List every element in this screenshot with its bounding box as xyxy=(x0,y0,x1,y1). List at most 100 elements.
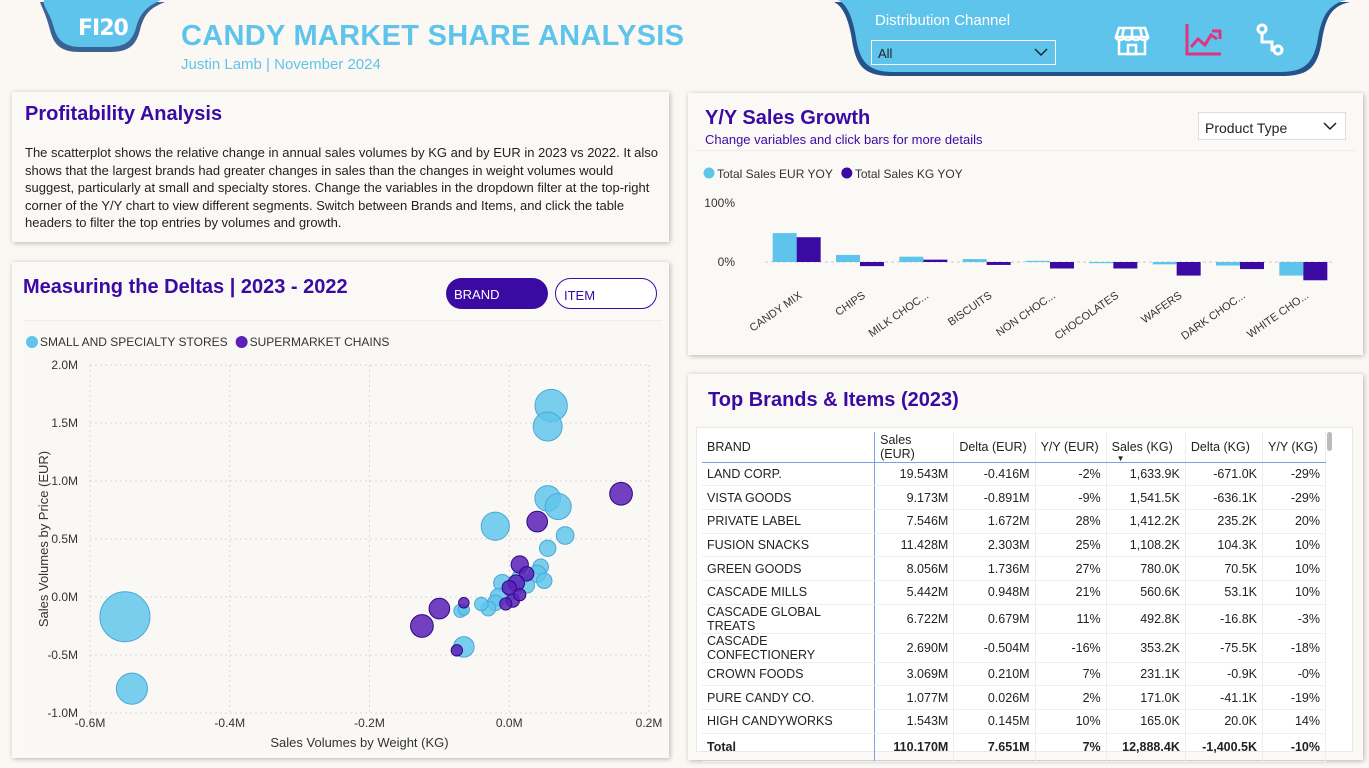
bar[interactable] xyxy=(772,233,797,262)
profitability-description: The scatterplot shows the relative chang… xyxy=(25,145,659,230)
bar-chart[interactable]: Total Sales EUR YOY Total Sales KG YOY 100… xyxy=(695,151,1355,351)
yoy-card: Y/Y Sales Growth Change variables and cl… xyxy=(688,93,1363,355)
bar[interactable] xyxy=(1303,262,1328,281)
table-cell: HIGH CANDYWORKS xyxy=(702,709,876,734)
column-header[interactable]: Y/Y (KG) xyxy=(1262,432,1326,463)
table-cell: 10% xyxy=(1262,533,1326,558)
scatter-point[interactable] xyxy=(499,597,513,611)
bar[interactable] xyxy=(923,259,948,262)
column-header[interactable]: Delta (EUR) xyxy=(953,432,1036,463)
yoy-subtitle: Change variables and click bars for more… xyxy=(705,132,983,147)
bar[interactable] xyxy=(1113,262,1138,269)
table-row[interactable]: GREEN GOODS 8.056M 1.736M 27% 780.0K 70.5K 10% xyxy=(702,556,1326,581)
bar-chart-area[interactable]: Total Sales EUR YOY Total Sales KG YOY 100… xyxy=(695,150,1355,350)
scatter-point[interactable] xyxy=(535,572,553,590)
store-icon[interactable] xyxy=(1112,20,1152,60)
table-scrollbar[interactable] xyxy=(1327,432,1332,451)
table-cell: 12,888.4K xyxy=(1106,732,1186,762)
bar[interactable] xyxy=(1240,262,1264,270)
scatter-point[interactable] xyxy=(555,526,575,545)
bar[interactable] xyxy=(899,256,924,262)
table-row[interactable]: LAND CORP. 19.543M -0.416M -2% 1,633.9K -671.… xyxy=(702,462,1326,487)
scatter-point[interactable] xyxy=(544,492,572,521)
scatter-point[interactable] xyxy=(450,644,464,657)
scatter-point[interactable] xyxy=(538,539,557,557)
scatter-point[interactable] xyxy=(532,411,563,442)
bar[interactable] xyxy=(1152,262,1177,265)
table-row[interactable]: VISTA GOODS 9.173M -0.891M -9% 1,541.5K -636.… xyxy=(702,485,1326,510)
table-cell: -18% xyxy=(1262,633,1326,663)
scatter-point[interactable] xyxy=(428,597,451,620)
table-cell: 780.0K xyxy=(1106,556,1186,581)
scatter-chart[interactable]: SMALL AND SPECIALTY STORES SUPERMARKET CH… xyxy=(24,321,662,753)
table-row[interactable]: PURE CANDY CO. 1.077M 0.026M 2% 171.0K -41.1K… xyxy=(702,685,1326,710)
table-row[interactable]: CROWN FOODS 3.069M 0.210M 7% 231.1K -0.9K -0% xyxy=(702,662,1326,687)
scatter-point[interactable] xyxy=(609,481,633,506)
table-row[interactable]: PRIVATE LABEL 7.546M 1.672M 28% 1,412.2K 235.… xyxy=(702,509,1326,534)
column-header[interactable]: Sales (KG) ▼ xyxy=(1106,432,1186,463)
table-cell: PURE CANDY CO. xyxy=(702,685,876,710)
scatter-point[interactable] xyxy=(480,511,510,541)
y-tick-label: 0% xyxy=(718,255,736,269)
table-row[interactable]: FUSION SNACKS 11.428M 2.303M 25% 1,108.2K 104… xyxy=(702,533,1326,558)
table-cell: 7.651M xyxy=(953,732,1036,762)
scatter-point[interactable] xyxy=(115,672,148,705)
trend-chart-icon[interactable] xyxy=(1183,20,1223,60)
table-cell: -636.1K xyxy=(1185,485,1264,510)
table-cell: -9% xyxy=(1035,485,1107,510)
y-axis-label: Sales Volumes by Price (EUR) xyxy=(36,451,51,627)
distribution-channel-select[interactable]: All xyxy=(871,40,1056,65)
table-row[interactable]: HIGH CANDYWORKS 1.543M 0.145M 10% 165.0K 20.0… xyxy=(702,709,1326,734)
y-tick-label: -1.0M xyxy=(47,706,78,720)
column-header[interactable]: BRAND xyxy=(702,432,876,463)
legend-label: Total Sales EUR YOY xyxy=(717,167,833,181)
scatter-point[interactable] xyxy=(474,596,489,612)
table-row[interactable]: CASCADE CONFECTIONERY 2.690M -0.504M -16% 35… xyxy=(702,633,1326,663)
table-row[interactable]: CASCADE GLOBAL TREATS 6.722M 0.679M 11% 492.… xyxy=(702,604,1326,634)
column-header[interactable]: Delta (KG) xyxy=(1185,432,1264,463)
bar[interactable] xyxy=(962,259,987,262)
scatter-point[interactable] xyxy=(526,510,549,533)
column-header[interactable]: Sales (EUR) xyxy=(874,432,955,463)
table-total-row[interactable]: Total 110.170M 7.651M 7% 12,888.4K -1,400.5K -… xyxy=(702,732,1326,762)
bar[interactable] xyxy=(1216,262,1240,266)
scatter-point[interactable] xyxy=(513,588,527,602)
bar[interactable] xyxy=(860,262,884,267)
table-cell: 2.690M xyxy=(874,633,955,663)
column-header[interactable]: Y/Y (EUR) xyxy=(1035,432,1107,463)
bar[interactable] xyxy=(1026,260,1050,262)
bar[interactable] xyxy=(986,262,1011,265)
bar[interactable] xyxy=(1176,262,1201,276)
product-type-select[interactable]: Product Type xyxy=(1198,112,1346,140)
item-toggle-button[interactable]: ITEM xyxy=(555,278,657,309)
y-tick-label: 0.5M xyxy=(51,532,78,546)
table-row[interactable]: CASCADE MILLS 5.442M 0.948M 21% 560.6K 53.1K 1… xyxy=(702,580,1326,605)
table-cell: 492.8K xyxy=(1106,604,1186,634)
table-cell: -0.416M xyxy=(953,462,1036,487)
table-cell: LAND CORP. xyxy=(702,462,876,487)
bar[interactable] xyxy=(1089,262,1114,264)
yoy-title: Y/Y Sales Growth xyxy=(705,107,871,129)
table-cell: 1,412.2K xyxy=(1106,509,1186,534)
top-brands-title: Top Brands & Items (2023) xyxy=(708,389,959,411)
table-cell: -0% xyxy=(1262,662,1326,687)
scatter-chart-area[interactable]: SMALL AND SPECIALTY STORES SUPERMARKET CH… xyxy=(24,320,662,752)
bar[interactable] xyxy=(1050,262,1074,269)
bar[interactable] xyxy=(1279,262,1304,276)
brand-toggle-button[interactable]: BRAND xyxy=(446,278,548,309)
y-tick-label: 1.0M xyxy=(51,474,78,488)
bar[interactable] xyxy=(796,237,821,262)
chevron-down-icon xyxy=(1034,48,1048,57)
x-tick-label: -0.6M xyxy=(75,716,106,730)
bar[interactable] xyxy=(836,254,860,262)
table-cell: 171.0K xyxy=(1106,685,1186,710)
scatter-point[interactable] xyxy=(458,597,470,609)
table-cell: 70.5K xyxy=(1185,556,1264,581)
scatter-point[interactable] xyxy=(519,566,535,582)
scatter-point[interactable] xyxy=(99,591,151,643)
table-cell: 353.2K xyxy=(1106,633,1186,663)
scatter-point[interactable] xyxy=(410,614,434,638)
legend-label: Total Sales KG YOY xyxy=(855,167,963,181)
product-type-value: Product Type xyxy=(1205,120,1288,136)
workflow-icon[interactable] xyxy=(1252,20,1292,60)
